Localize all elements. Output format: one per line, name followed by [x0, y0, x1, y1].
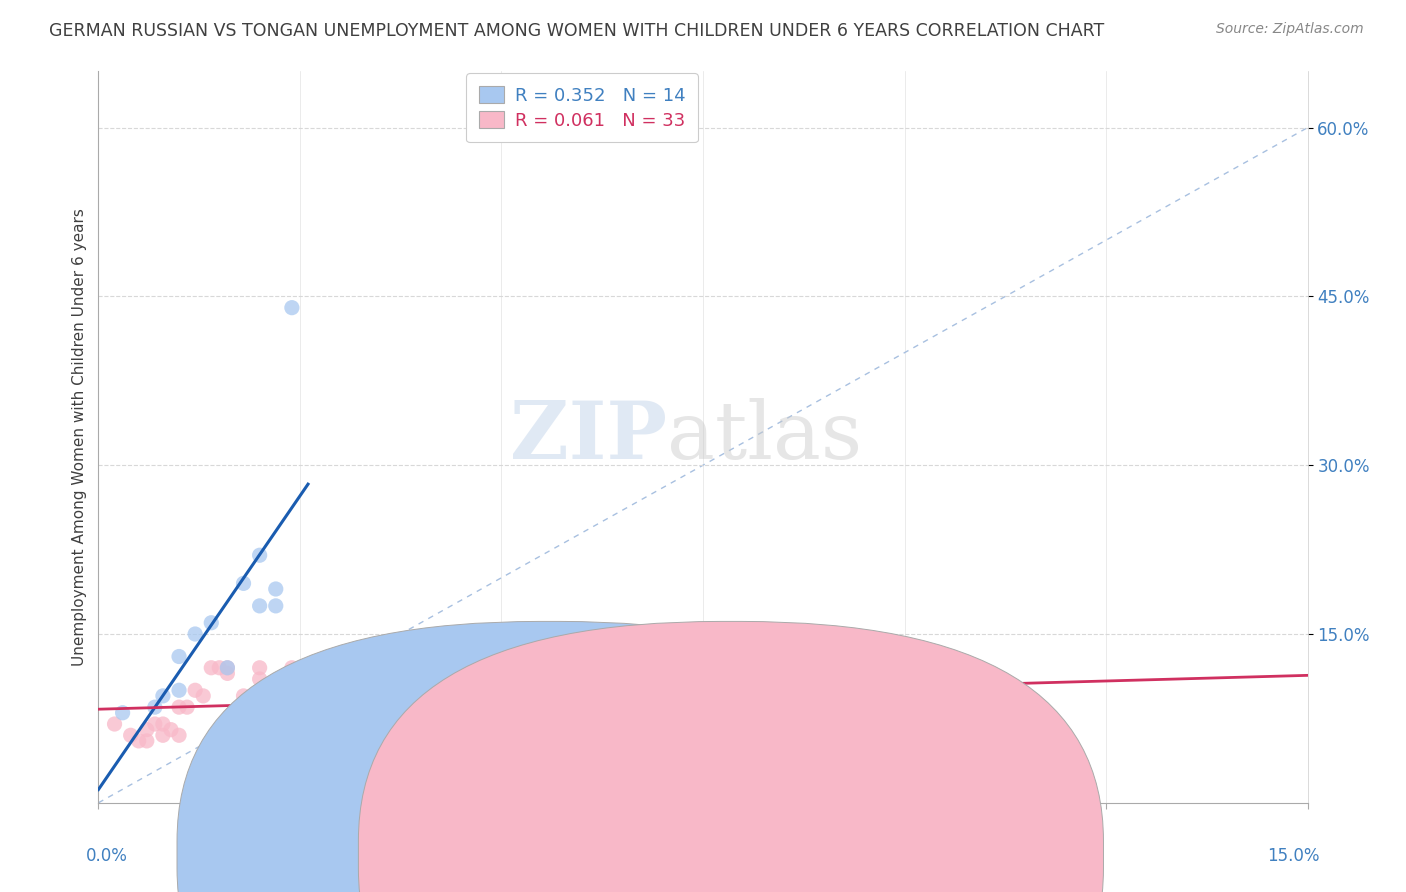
- Text: GERMAN RUSSIAN VS TONGAN UNEMPLOYMENT AMONG WOMEN WITH CHILDREN UNDER 6 YEARS CO: GERMAN RUSSIAN VS TONGAN UNEMPLOYMENT AM…: [49, 22, 1105, 40]
- Point: [208, 661, 231, 675]
- Point: [135, 734, 157, 748]
- Point: [249, 548, 271, 562]
- Point: [281, 666, 304, 681]
- Point: [135, 723, 157, 737]
- Point: [167, 683, 190, 698]
- Point: [217, 666, 239, 681]
- Point: [193, 689, 215, 703]
- Point: [143, 700, 166, 714]
- Text: 0.0%: 0.0%: [86, 847, 128, 864]
- Point: [184, 627, 207, 641]
- Point: [217, 661, 239, 675]
- Point: [571, 661, 593, 675]
- Text: ZIP: ZIP: [510, 398, 666, 476]
- Point: [232, 576, 254, 591]
- Point: [232, 689, 254, 703]
- Point: [120, 728, 142, 742]
- Point: [344, 711, 367, 725]
- Y-axis label: Unemployment Among Women with Children Under 6 years: Unemployment Among Women with Children U…: [72, 208, 87, 666]
- Point: [200, 661, 222, 675]
- Point: [160, 723, 183, 737]
- Point: [103, 717, 125, 731]
- Point: [314, 689, 336, 703]
- Point: [281, 661, 304, 675]
- Point: [329, 728, 352, 742]
- Point: [297, 672, 319, 686]
- FancyBboxPatch shape: [359, 622, 1104, 892]
- Point: [264, 700, 287, 714]
- FancyBboxPatch shape: [177, 622, 922, 892]
- Point: [111, 706, 134, 720]
- Point: [200, 615, 222, 630]
- Point: [128, 734, 150, 748]
- Point: [167, 728, 190, 742]
- Point: [853, 706, 876, 720]
- Point: [264, 582, 287, 596]
- Point: [249, 599, 271, 613]
- Point: [249, 661, 271, 675]
- Point: [152, 717, 174, 731]
- Point: [143, 717, 166, 731]
- Text: Tongans: Tongans: [754, 848, 820, 863]
- Point: [167, 700, 190, 714]
- Text: atlas: atlas: [666, 398, 862, 476]
- Text: Source: ZipAtlas.com: Source: ZipAtlas.com: [1216, 22, 1364, 37]
- Point: [152, 689, 174, 703]
- Point: [281, 301, 304, 315]
- Point: [264, 599, 287, 613]
- Point: [893, 683, 915, 698]
- Text: German Russians: German Russians: [572, 848, 711, 863]
- Point: [813, 689, 835, 703]
- Point: [249, 672, 271, 686]
- Point: [152, 728, 174, 742]
- Legend: R = 0.352   N = 14, R = 0.061   N = 33: R = 0.352 N = 14, R = 0.061 N = 33: [465, 73, 699, 143]
- Point: [394, 734, 416, 748]
- Point: [217, 661, 239, 675]
- Point: [167, 649, 190, 664]
- Point: [184, 683, 207, 698]
- Point: [176, 700, 198, 714]
- Text: 15.0%: 15.0%: [1267, 847, 1320, 864]
